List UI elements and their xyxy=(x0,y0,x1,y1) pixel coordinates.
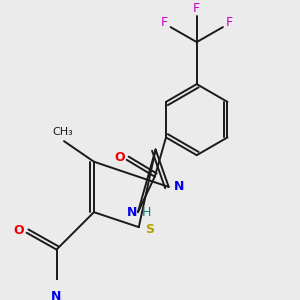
Text: F: F xyxy=(226,16,233,29)
Text: O: O xyxy=(14,224,25,237)
Text: F: F xyxy=(193,2,200,15)
Text: CH₃: CH₃ xyxy=(53,127,74,137)
Text: N: N xyxy=(127,206,137,219)
Text: H: H xyxy=(142,206,151,219)
Text: N: N xyxy=(174,180,184,194)
Text: O: O xyxy=(114,152,124,164)
Text: F: F xyxy=(160,16,168,29)
Text: S: S xyxy=(146,224,154,236)
Text: N: N xyxy=(51,290,62,300)
